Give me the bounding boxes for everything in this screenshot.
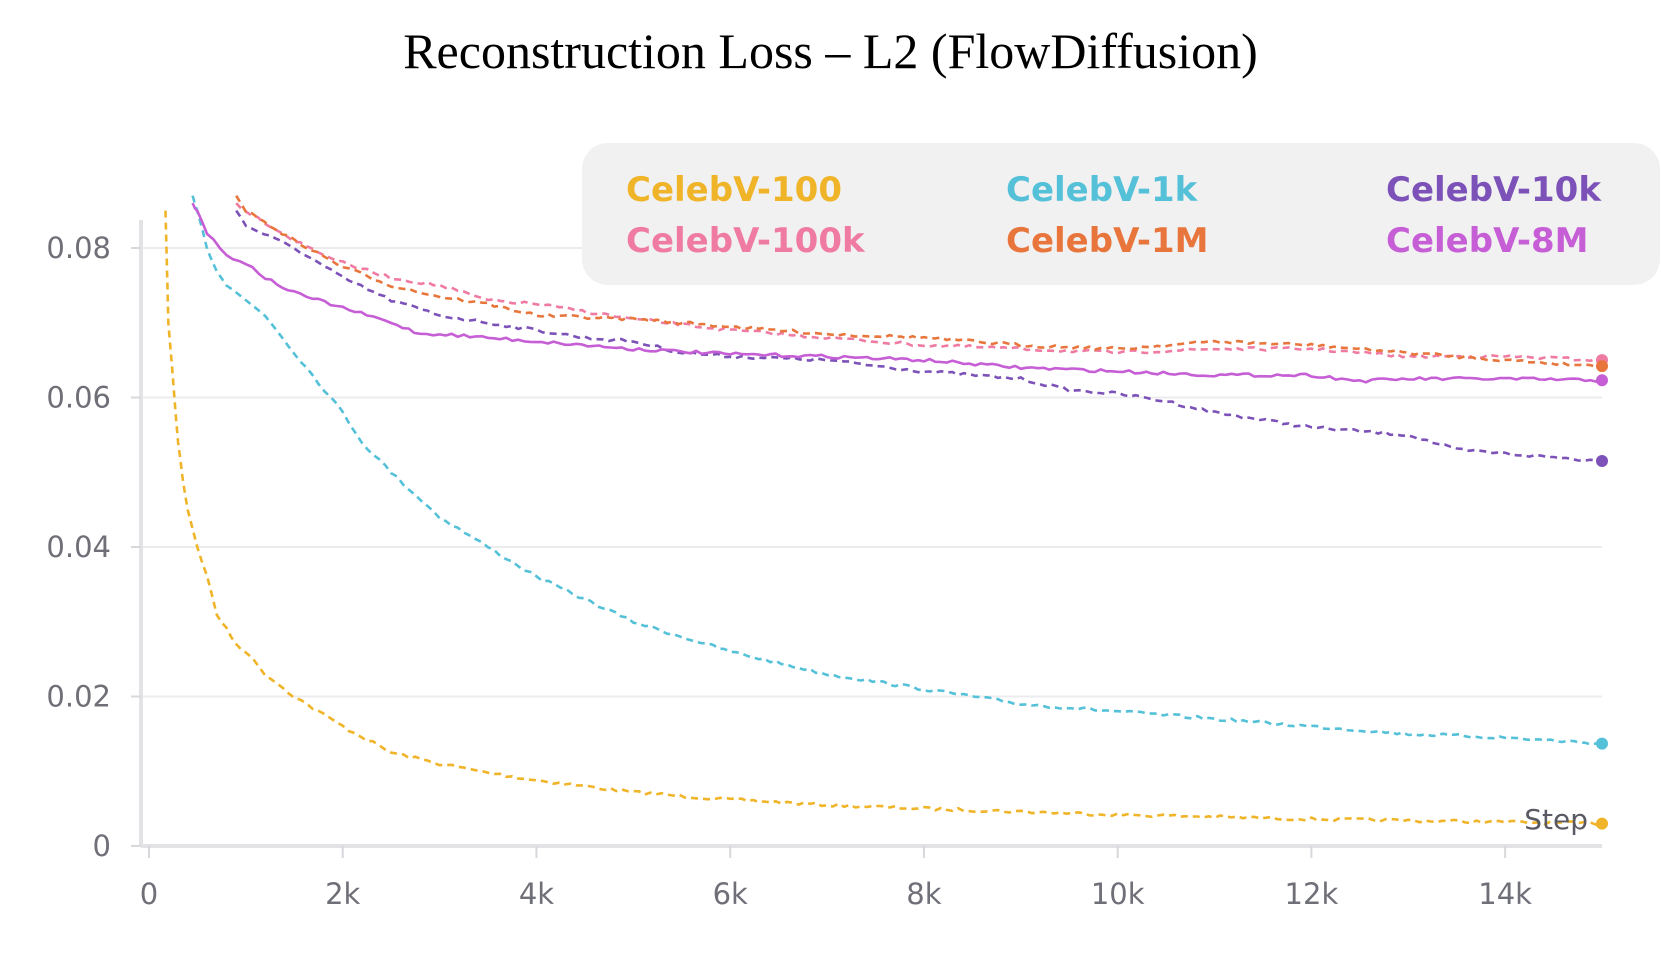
- x-tick-label: 14k: [1478, 877, 1532, 911]
- y-tick-label: 0.04: [46, 530, 111, 564]
- series-line: [235, 195, 1603, 369]
- series-line: [235, 209, 1603, 463]
- series-end-marker: [1596, 455, 1608, 468]
- series-line: [164, 210, 1603, 827]
- axes: [139, 220, 1602, 848]
- series-end-marker: [1596, 817, 1608, 830]
- legend-item: CelebV-10k: [1386, 170, 1602, 210]
- series-line: [191, 202, 1603, 384]
- x-tick-label: 8k: [906, 877, 941, 911]
- y-tick-label: 0.02: [46, 680, 111, 714]
- x-tick-label: 6k: [713, 877, 748, 911]
- series-lines: [164, 195, 1603, 827]
- x-tick-label: 2k: [325, 877, 360, 911]
- y-tick-label: 0.08: [46, 231, 111, 265]
- series-end-marker: [1596, 360, 1608, 373]
- x-tick-label: 12k: [1285, 877, 1339, 911]
- y-ticks: 0 0.02 0.04 0.06 0.08: [46, 231, 141, 863]
- series-line: [235, 202, 1603, 363]
- x-ticks: 0 2k 4k 6k 8k 10k 12k 14k: [140, 846, 1532, 911]
- legend: CelebV-100 CelebV-1k CelebV-10k CelebV-100k…: [582, 143, 1660, 285]
- chart-title: Reconstruction Loss – L2 (FlowDiffusion): [403, 23, 1258, 79]
- y-tick-label: 0: [93, 829, 111, 863]
- series-end-markers: [1596, 354, 1608, 830]
- y-tick-label: 0.06: [46, 381, 111, 415]
- x-axis-label: Step: [1524, 803, 1588, 836]
- x-tick-label: 10k: [1091, 877, 1145, 911]
- legend-item: CelebV-1M: [1006, 221, 1209, 261]
- grid-lines: [141, 247, 1602, 698]
- legend-background: [582, 143, 1660, 285]
- series-end-marker: [1596, 737, 1608, 750]
- legend-item: CelebV-100k: [626, 221, 866, 261]
- legend-item: CelebV-1k: [1006, 170, 1199, 210]
- series-line: [191, 195, 1603, 746]
- legend-item: CelebV-8M: [1386, 221, 1589, 261]
- legend-item: CelebV-100: [626, 170, 842, 210]
- series-end-marker: [1596, 374, 1608, 387]
- x-tick-label: 4k: [519, 877, 554, 911]
- x-tick-label: 0: [140, 877, 158, 911]
